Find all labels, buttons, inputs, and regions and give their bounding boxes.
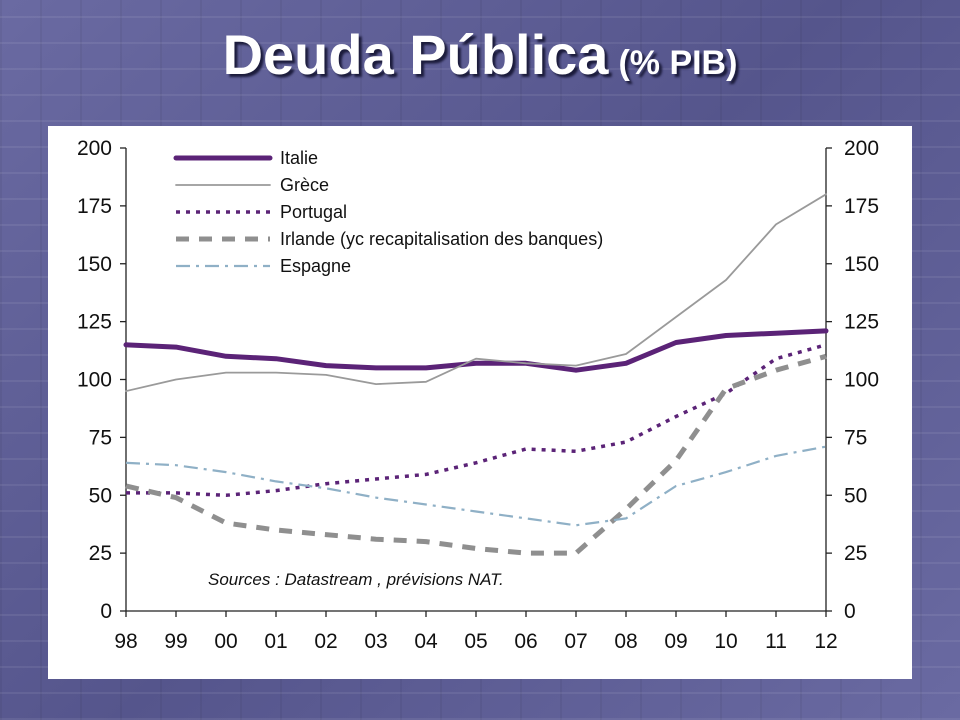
y-tick-label-right: 200: [844, 137, 879, 160]
y-tick-label-right: 75: [844, 426, 867, 449]
x-tick-label: 00: [214, 630, 237, 653]
chart-source-annotation: Sources : Datastream , prévisions NAT.: [208, 570, 504, 589]
y-tick-label-left: 200: [77, 137, 112, 160]
y-tick-label-left: 175: [77, 195, 112, 218]
y-tick-label-right: 25: [844, 542, 867, 565]
y-tick-label-right: 100: [844, 369, 879, 392]
slide-title-main: Deuda Pública: [222, 23, 609, 86]
x-tick-label: 07: [564, 630, 587, 653]
y-tick-label-left: 50: [89, 484, 112, 507]
y-tick-label-right: 150: [844, 253, 879, 276]
y-tick-label-left: 75: [89, 426, 112, 449]
x-tick-label: 03: [364, 630, 387, 653]
x-tick-label: 01: [264, 630, 287, 653]
legend-label-4: Espagne: [280, 256, 351, 276]
x-tick-label: 04: [414, 630, 438, 653]
x-tick-label: 09: [664, 630, 687, 653]
series-line-1: [125, 193, 827, 393]
legend-label-0: Italie: [280, 148, 318, 168]
x-tick-label: 10: [714, 630, 737, 653]
y-tick-label-left: 150: [77, 253, 112, 276]
y-tick-label-right: 125: [844, 311, 879, 334]
slide-title: Deuda Pública (% PIB): [0, 22, 960, 87]
legend-label-3: Irlande (yc recapitalisation des banques…: [280, 229, 603, 249]
chart-panel: 0 0 25 25 50 50 75 75 100 100 125 125 150 150 175 175 20…: [48, 126, 912, 679]
x-tick-label: 99: [164, 630, 187, 653]
legend-label-2: Portugal: [280, 202, 347, 222]
chart-legend: Italie Grèce Portugal Irlande (yc recapital…: [173, 148, 603, 276]
y-tick-label-right: 175: [844, 195, 879, 218]
y-tick-label-left: 125: [77, 311, 112, 334]
x-tick-label: 98: [114, 630, 137, 653]
chart-series-lines: [123, 193, 829, 556]
y-tick-label-left: 100: [77, 369, 112, 392]
series-line-3: [125, 353, 827, 556]
y-tick-label-right: 0: [844, 600, 856, 623]
slide-title-subtitle: (% PIB): [618, 44, 738, 82]
series-line-0: [123, 328, 829, 373]
series-line-2: [126, 343, 827, 498]
x-tick-label: 02: [314, 630, 337, 653]
x-tick-label: 05: [464, 630, 487, 653]
x-tick-label: 12: [814, 630, 837, 653]
y-tick-label-left: 0: [100, 600, 112, 623]
legend-label-1: Grèce: [280, 175, 329, 195]
x-tick-label: 11: [765, 630, 787, 653]
x-tick-label: 06: [514, 630, 537, 653]
y-tick-label-left: 25: [89, 542, 112, 565]
y-tick-label-right: 50: [844, 484, 867, 507]
x-tick-label: 08: [614, 630, 637, 653]
series-line-4: [125, 445, 827, 527]
